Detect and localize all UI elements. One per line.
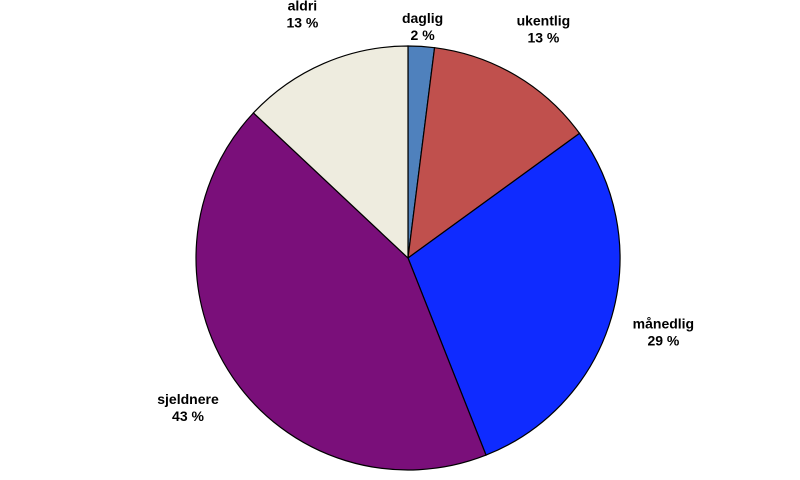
pie-labels: daglig 2 %ukentlig 13 %månedlig 29 %sjeldne… bbox=[157, 0, 694, 424]
pie-slices bbox=[195, 45, 621, 471]
pie-label-category: daglig bbox=[402, 10, 443, 26]
pie-label-percent: 43 % bbox=[172, 408, 204, 424]
pie-label-manedlig: månedlig 29 % bbox=[633, 316, 694, 349]
pie-label-percent: 13 % bbox=[527, 30, 559, 46]
pie-label-percent: 13 % bbox=[286, 14, 318, 30]
pie-label-daglig: daglig 2 % bbox=[402, 10, 443, 43]
pie-label-category: sjeldnere bbox=[157, 391, 219, 407]
pie-label-category: månedlig bbox=[633, 316, 694, 332]
pie-slice-aldri bbox=[252, 45, 409, 260]
pie-label-sjeldnere: sjeldnere 43 % bbox=[157, 391, 219, 424]
pie-slice-ukentlig bbox=[407, 46, 581, 260]
pie-label-ukentlig: ukentlig 13 % bbox=[517, 13, 571, 46]
pie-label-category: aldri bbox=[288, 0, 318, 13]
pie-slice-manedlig bbox=[407, 132, 621, 456]
pie-slice-sjeldnere bbox=[195, 112, 487, 471]
pie-label-category: ukentlig bbox=[517, 13, 571, 29]
pie-label-percent: 29 % bbox=[647, 333, 679, 349]
pie-label-percent: 2 % bbox=[411, 27, 436, 43]
pie-label-aldri: aldri 13 % bbox=[286, 0, 318, 30]
